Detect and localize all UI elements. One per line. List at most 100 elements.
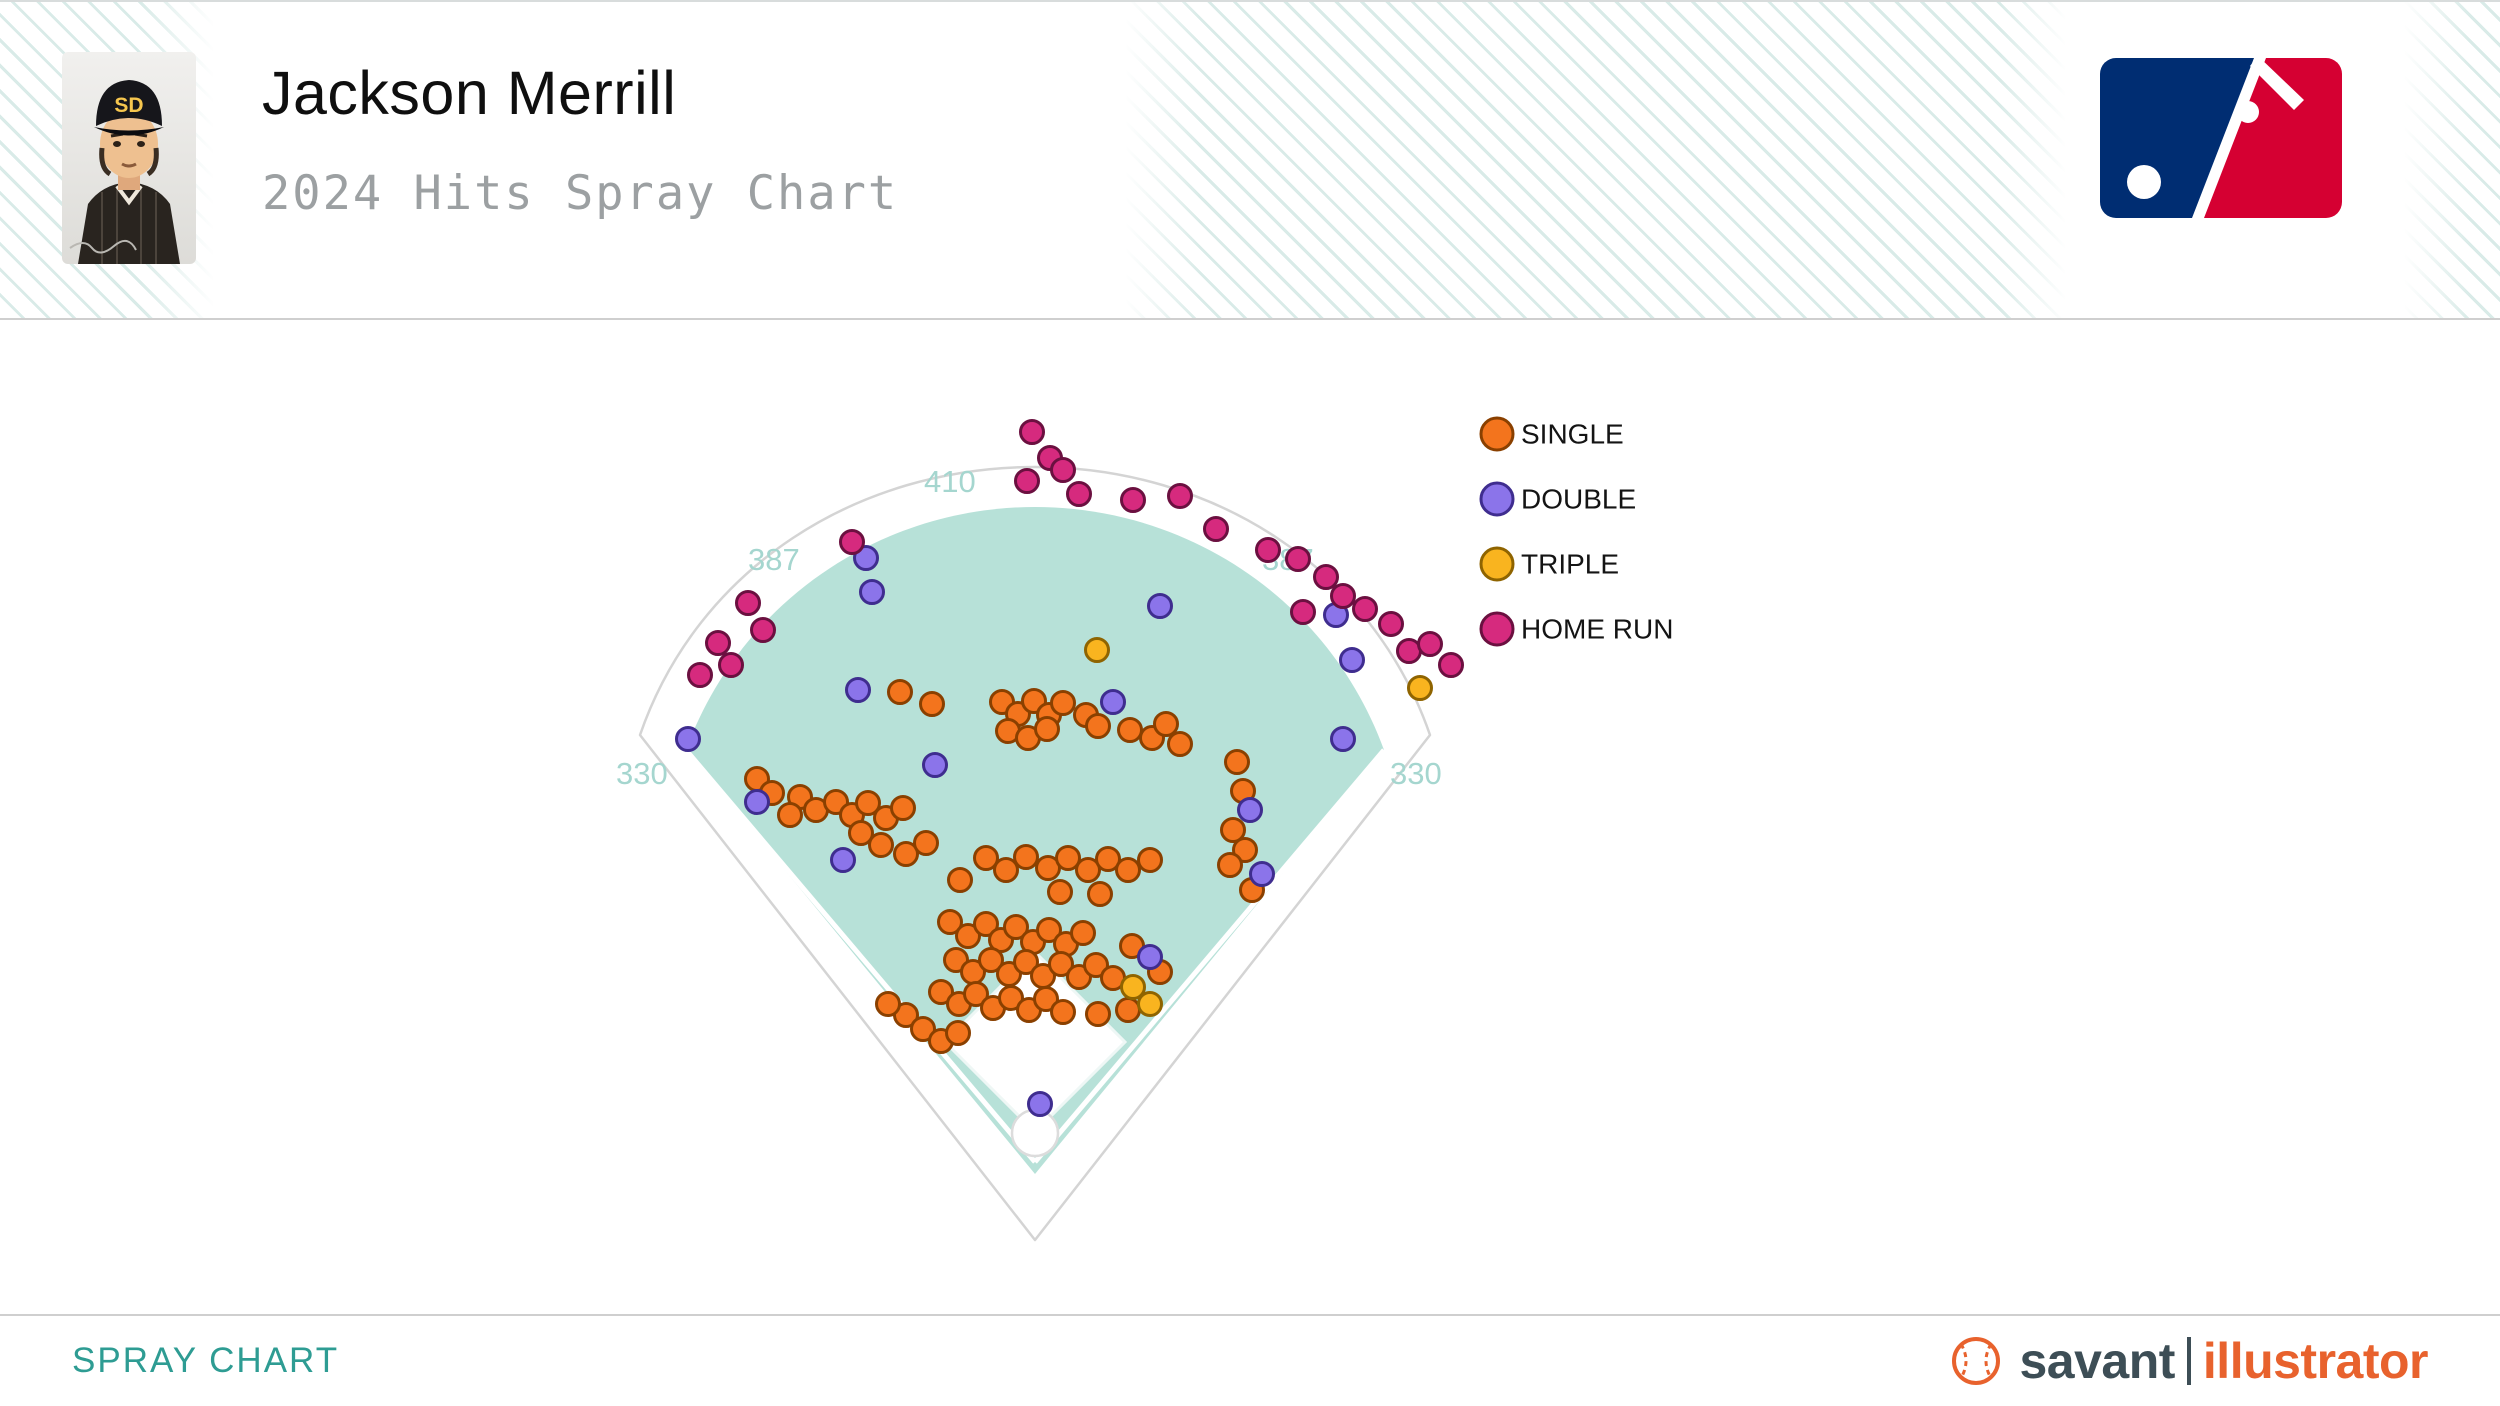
signature-squiggle	[69, 239, 137, 254]
hit-dot-triple	[1407, 675, 1433, 701]
hit-dot-double	[744, 789, 770, 815]
hit-dot-single	[1153, 711, 1179, 737]
hit-dot-single	[963, 981, 989, 1007]
hit-dot-triple	[1120, 974, 1146, 1000]
player-cap	[96, 80, 162, 126]
hit-dot-single	[887, 679, 913, 705]
jersey-collar	[115, 184, 143, 206]
hit-dot-single	[937, 909, 963, 935]
hit-dot-single	[1087, 881, 1113, 907]
hit-dot-single	[913, 830, 939, 856]
player-eye-right	[137, 141, 145, 147]
player-eye-left	[113, 141, 121, 147]
hit-dot-single	[919, 691, 945, 717]
hit-dot-home-run	[1203, 516, 1229, 542]
mlb-logo-bat	[2250, 56, 2304, 110]
hit-dot-single	[1013, 844, 1039, 870]
hit-dot-single	[1034, 716, 1060, 742]
hit-dot-single	[1083, 952, 1109, 978]
hit-dot-single	[1224, 749, 1250, 775]
brand-savant: savant	[2019, 1333, 2175, 1389]
hit-dot-single	[848, 820, 874, 846]
hit-dot-double	[845, 677, 871, 703]
hit-dot-double	[1339, 647, 1365, 673]
brand-divider	[2186, 1337, 2191, 1385]
page-subtitle: 2024 Hits Spray Chart	[262, 166, 899, 221]
hit-dot-home-run	[1438, 652, 1464, 678]
hit-dot-double	[1249, 861, 1275, 887]
hit-dot-single	[1033, 986, 1059, 1012]
hit-dot-single	[1050, 690, 1076, 716]
legend-swatch	[1479, 481, 1515, 517]
hit-dot-home-run	[705, 630, 731, 656]
legend-swatch	[1479, 546, 1515, 582]
hit-dot-home-run	[1167, 483, 1193, 509]
hit-dot-single	[928, 979, 954, 1005]
player-hair-sides	[99, 147, 159, 177]
footer: SPRAY CHART savant illustrator	[0, 1314, 2500, 1406]
hit-dot-home-run	[1285, 546, 1311, 572]
brand-lockup: savant illustrator	[1949, 1332, 2429, 1390]
hit-dot-home-run	[1330, 583, 1356, 609]
hit-dot-single	[1117, 717, 1143, 743]
foul-line-right	[1033, 748, 1386, 1164]
mlb-logo-ball	[2127, 165, 2161, 199]
cap-logo-text: SD	[114, 94, 143, 117]
hit-dot-home-run	[1352, 596, 1378, 622]
distance-label: 410	[924, 464, 976, 499]
hit-dot-single	[1036, 917, 1062, 943]
hit-dot-home-run	[687, 662, 713, 688]
hit-dot-single	[955, 923, 981, 949]
distance-label: 330	[616, 756, 668, 791]
hit-dot-home-run	[1014, 468, 1040, 494]
page-title: Jackson Merrill	[262, 59, 677, 127]
player-face	[100, 110, 158, 178]
hit-dot-home-run	[1313, 564, 1339, 590]
hit-dot-single	[1217, 852, 1243, 878]
hit-dot-single	[1167, 731, 1193, 757]
hit-dot-single	[993, 857, 1019, 883]
hit-dot-single	[1232, 837, 1258, 863]
hit-dot-single	[868, 832, 894, 858]
mlb-logo	[2100, 56, 2342, 218]
hit-dot-double	[1147, 593, 1173, 619]
hit-dot-home-run	[839, 529, 865, 555]
legend-swatch	[1479, 611, 1515, 647]
distance-label: 387	[748, 542, 800, 577]
header-fade-center	[140, 2, 1200, 318]
hit-dot-double	[1330, 726, 1356, 752]
hit-dot-double	[1100, 689, 1126, 715]
hit-dot-single	[777, 802, 803, 828]
mlb-logo-hands	[2237, 101, 2259, 123]
hit-dot-single	[1220, 817, 1246, 843]
legend-swatch	[1479, 416, 1515, 452]
hit-dot-home-run	[1050, 457, 1076, 483]
hit-dot-single	[973, 911, 999, 937]
legend-label: HOME RUN	[1521, 614, 1673, 645]
hit-dot-single	[1048, 951, 1074, 977]
hit-dot-home-run	[1417, 631, 1443, 657]
hit-dots	[675, 419, 1464, 1117]
player-jersey	[78, 182, 180, 264]
hit-dot-single	[875, 991, 901, 1017]
hit-dot-single	[1070, 920, 1096, 946]
jersey-pinstripes	[101, 186, 157, 264]
hit-dot-double	[830, 847, 856, 873]
hit-dot-single	[1085, 1001, 1111, 1027]
hit-dot-single	[1055, 845, 1081, 871]
header: SD Jackson Merrill 2024 Hits Spray Chart	[0, 2, 2500, 320]
mlb-logo-red	[2204, 58, 2342, 218]
hit-dot-double	[1137, 944, 1163, 970]
hit-dot-single	[1085, 713, 1111, 739]
player-headshot: SD	[62, 52, 196, 264]
player-mouth	[121, 162, 137, 168]
foul-line-left	[684, 748, 1037, 1164]
hit-dot-single	[890, 795, 916, 821]
brand-illustrator: illustrator	[2202, 1333, 2429, 1389]
legend-label: TRIPLE	[1521, 549, 1619, 580]
hit-dot-single	[1013, 949, 1039, 975]
hit-dot-triple	[1137, 991, 1163, 1017]
hit-dot-home-run	[718, 652, 744, 678]
hit-dot-single	[978, 947, 1004, 973]
